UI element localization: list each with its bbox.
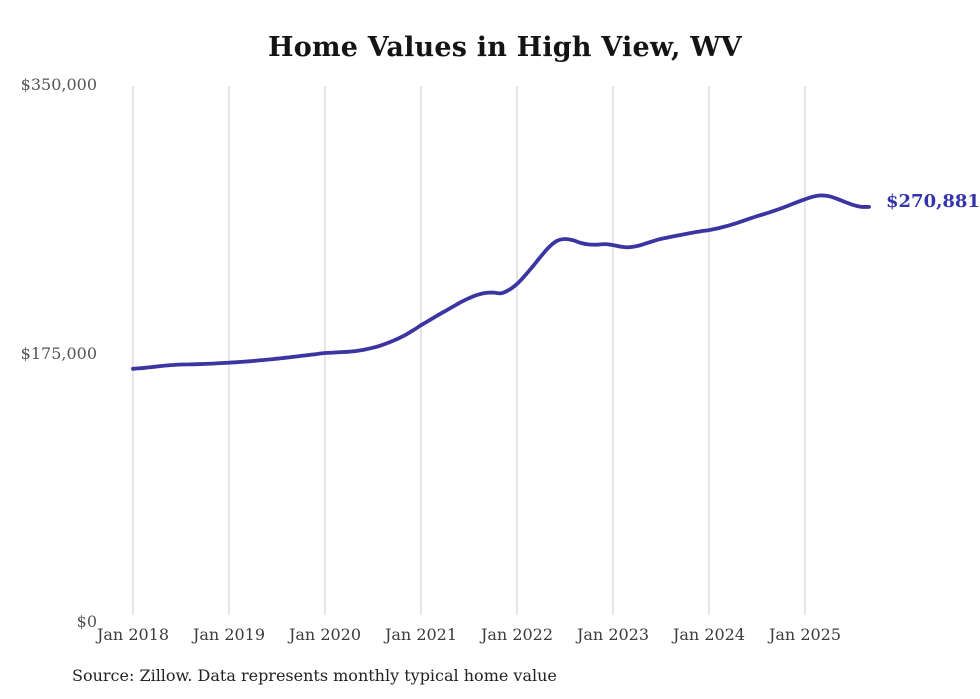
y-axis-tick-350k: $350,000 <box>20 75 97 94</box>
x-axis-tick-jan-2023: Jan 2023 <box>576 625 650 644</box>
x-axis-tick-jan-2024: Jan 2024 <box>672 625 746 644</box>
home-value-line <box>131 193 871 371</box>
x-axis-tick-jan-2020: Jan 2020 <box>288 625 362 644</box>
x-axis-tick-jan-2025: Jan 2025 <box>768 625 842 644</box>
y-axis-tick-0: $0 <box>76 612 97 631</box>
chart-title: Home Values in High View, WV <box>268 32 742 63</box>
x-axis-tick-jan-2019: Jan 2019 <box>192 625 266 644</box>
y-axis-tick-175k: $175,000 <box>20 344 97 363</box>
x-axis-tick-jan-2018: Jan 2018 <box>96 625 170 644</box>
source-note: Source: Zillow. Data represents monthly … <box>72 666 557 685</box>
x-axis-tick-jan-2022: Jan 2022 <box>480 625 554 644</box>
x-axis-tick-jan-2021: Jan 2021 <box>384 625 458 644</box>
latest-value-label: $270,881 <box>886 191 980 212</box>
